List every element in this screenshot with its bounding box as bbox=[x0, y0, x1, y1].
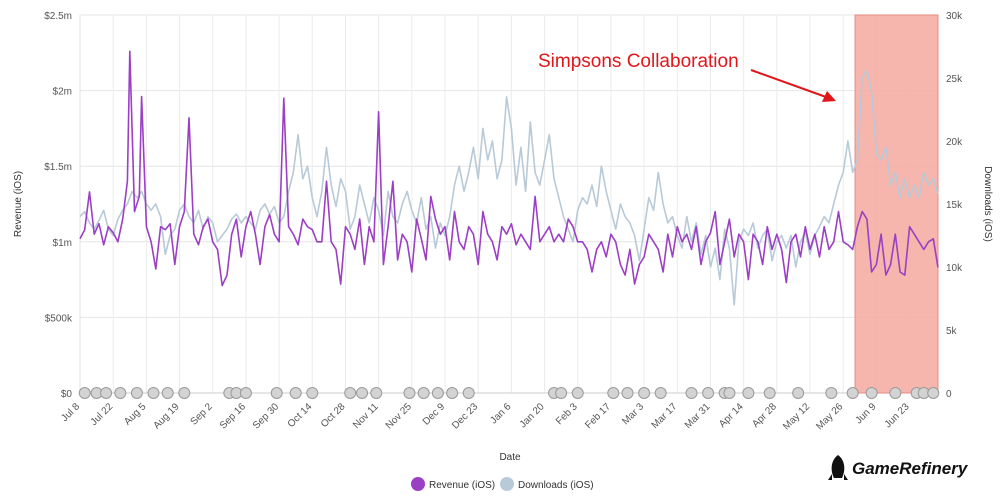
event-marker[interactable] bbox=[792, 387, 805, 399]
y-tick-label-right: 10k bbox=[946, 263, 963, 274]
x-tick-label: Dec 9 bbox=[421, 401, 448, 428]
event-marker[interactable] bbox=[130, 387, 143, 399]
event-marker[interactable] bbox=[846, 387, 859, 399]
rocket-icon bbox=[828, 455, 848, 480]
event-marker[interactable] bbox=[78, 387, 91, 399]
x-tick-label: Jul 8 bbox=[59, 401, 82, 424]
annotation-arrowhead bbox=[822, 91, 836, 102]
y-tick-label-left: $1.5m bbox=[44, 162, 72, 173]
legend-swatch-revenue bbox=[411, 477, 425, 491]
x-tick-label: Mar 3 bbox=[620, 401, 646, 427]
x-tick-label: May 12 bbox=[781, 401, 812, 432]
legend-label-revenue: Revenue (iOS) bbox=[429, 480, 495, 491]
legend: Revenue (iOS) Downloads (iOS) bbox=[411, 477, 594, 491]
event-marker[interactable] bbox=[356, 387, 369, 399]
event-marker[interactable] bbox=[889, 387, 902, 399]
event-marker[interactable] bbox=[927, 387, 940, 399]
event-markers bbox=[78, 387, 940, 399]
event-marker[interactable] bbox=[417, 387, 430, 399]
legend-item-revenue[interactable]: Revenue (iOS) bbox=[411, 477, 495, 491]
annotation-arrow-line bbox=[750, 69, 827, 98]
x-tick-label: Mar 31 bbox=[683, 401, 713, 431]
x-tick-label: Jun 23 bbox=[883, 401, 912, 430]
y-tick-label-left: $0 bbox=[61, 389, 73, 400]
x-tick-label: Sep 16 bbox=[218, 401, 248, 431]
event-marker[interactable] bbox=[685, 387, 698, 399]
x-tick-label: Jan 6 bbox=[488, 401, 513, 426]
event-marker[interactable] bbox=[270, 387, 283, 399]
axes: $0 $500k $1m $1.5m $2m $2.5m 0 5k 10k 15k 20k 25k 30… bbox=[44, 11, 963, 432]
event-marker[interactable] bbox=[446, 387, 459, 399]
x-tick-label: Apr 14 bbox=[717, 401, 746, 430]
series-lines bbox=[79, 50, 939, 306]
downloads-series-line bbox=[79, 69, 939, 306]
x-tick-label: Feb 17 bbox=[583, 401, 613, 431]
x-tick-label: May 26 bbox=[814, 401, 845, 432]
event-marker[interactable] bbox=[178, 387, 191, 399]
x-tick-label: Sep 2 bbox=[189, 401, 216, 428]
event-marker[interactable] bbox=[289, 387, 302, 399]
annotation-label: Simpsons Collaboration bbox=[538, 51, 739, 72]
x-tick-label: Apr 28 bbox=[750, 401, 779, 430]
x-tick-label: Nov 25 bbox=[384, 401, 414, 431]
event-marker[interactable] bbox=[147, 387, 160, 399]
brand-logo: GameRefinery bbox=[828, 455, 969, 480]
event-marker[interactable] bbox=[702, 387, 715, 399]
x-axis-title: Date bbox=[499, 452, 521, 463]
event-marker[interactable] bbox=[114, 387, 127, 399]
x-tick-label: Aug 19 bbox=[151, 401, 181, 431]
event-marker[interactable] bbox=[742, 387, 755, 399]
y-tick-label-right: 25k bbox=[946, 74, 963, 85]
y-tick-label-right: 5k bbox=[946, 326, 958, 337]
x-tick-label: Oct 28 bbox=[319, 401, 348, 430]
y-tick-label-right: 20k bbox=[946, 137, 963, 148]
x-tick-label: Mar 17 bbox=[650, 401, 680, 431]
event-marker[interactable] bbox=[621, 387, 634, 399]
x-tick-label: Nov 11 bbox=[351, 401, 381, 431]
event-marker[interactable] bbox=[239, 387, 252, 399]
revenue-series-line bbox=[79, 50, 939, 287]
event-marker[interactable] bbox=[161, 387, 174, 399]
x-tick-label: Jul 22 bbox=[89, 401, 116, 428]
event-marker[interactable] bbox=[306, 387, 319, 399]
event-marker[interactable] bbox=[763, 387, 776, 399]
grid bbox=[79, 14, 939, 394]
event-marker[interactable] bbox=[431, 387, 444, 399]
y-tick-label-left: $2m bbox=[53, 87, 72, 98]
legend-item-downloads[interactable]: Downloads (iOS) bbox=[500, 477, 594, 491]
event-marker[interactable] bbox=[555, 387, 568, 399]
x-tick-label: Aug 5 bbox=[122, 401, 149, 428]
event-marker[interactable] bbox=[654, 387, 667, 399]
x-tick-label: Jun 9 bbox=[853, 401, 878, 426]
x-tick-label: Oct 14 bbox=[286, 401, 315, 430]
event-marker[interactable] bbox=[462, 387, 475, 399]
x-tick-label: Jan 20 bbox=[518, 401, 547, 430]
event-marker[interactable] bbox=[723, 387, 736, 399]
event-marker[interactable] bbox=[344, 387, 357, 399]
y-tick-label-left: $500k bbox=[45, 313, 73, 324]
event-marker[interactable] bbox=[100, 387, 113, 399]
x-tick-label: Sep 30 bbox=[251, 401, 281, 431]
highlight-region bbox=[854, 14, 939, 394]
x-tick-label: Dec 23 bbox=[450, 401, 480, 431]
event-marker[interactable] bbox=[607, 387, 620, 399]
brand-name: GameRefinery bbox=[852, 459, 969, 478]
event-marker[interactable] bbox=[403, 387, 416, 399]
legend-label-downloads: Downloads (iOS) bbox=[518, 480, 594, 491]
event-marker[interactable] bbox=[865, 387, 878, 399]
legend-swatch-downloads bbox=[500, 477, 514, 491]
y-tick-label-right: 0 bbox=[946, 389, 952, 400]
event-marker[interactable] bbox=[638, 387, 651, 399]
y-axis-left-title: Revenue (iOS) bbox=[13, 171, 24, 237]
y-tick-label-right: 30k bbox=[946, 11, 963, 22]
event-marker[interactable] bbox=[370, 387, 383, 399]
y-tick-label-left: $1m bbox=[53, 238, 72, 249]
y-tick-label-right: 15k bbox=[946, 200, 963, 211]
event-marker[interactable] bbox=[571, 387, 584, 399]
y-tick-label-left: $2.5m bbox=[44, 11, 72, 22]
event-marker[interactable] bbox=[825, 387, 838, 399]
y-axis-right-title: Downloads (iOS) bbox=[982, 166, 993, 242]
x-tick-label: Feb 3 bbox=[554, 401, 580, 427]
